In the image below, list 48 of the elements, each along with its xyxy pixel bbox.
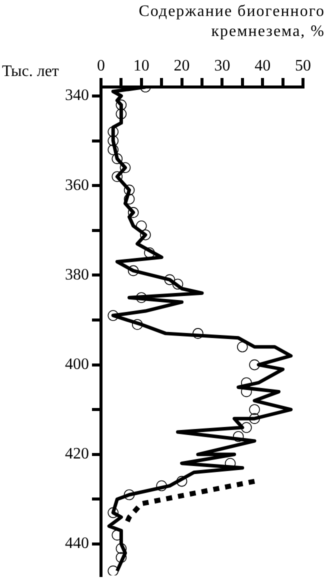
point	[124, 489, 135, 500]
point	[232, 431, 244, 442]
point	[249, 413, 260, 424]
x-tick-label: 20	[174, 58, 190, 75]
point	[140, 229, 151, 240]
point	[192, 328, 204, 339]
point	[116, 552, 127, 563]
x-tick-label: 40	[254, 58, 271, 75]
point	[132, 319, 143, 330]
point	[112, 171, 123, 182]
point	[120, 162, 131, 174]
point	[124, 194, 135, 204]
point	[116, 100, 127, 110]
point	[249, 404, 260, 416]
point	[116, 543, 127, 554]
x-tick-label: 50	[295, 58, 311, 75]
point	[108, 310, 119, 321]
x-tick-label: 10	[133, 58, 150, 75]
point	[176, 476, 188, 487]
point	[136, 220, 147, 232]
y-tick-label: 440	[65, 535, 89, 552]
y-tick-label: 360	[65, 176, 89, 194]
point	[128, 207, 139, 218]
point	[112, 153, 123, 164]
point	[136, 292, 147, 303]
point	[172, 278, 184, 290]
point	[124, 184, 135, 196]
y-tick-label: 380	[65, 266, 89, 284]
point	[116, 108, 127, 120]
y-axis-title: Тыс. лет	[2, 63, 59, 81]
x-tick-label: 30	[214, 58, 230, 75]
point	[108, 507, 119, 518]
x-tick-label: 0	[97, 58, 105, 75]
point	[108, 126, 119, 138]
y-tick-label: 340	[65, 87, 89, 104]
point	[249, 359, 260, 370]
point	[164, 274, 176, 286]
point	[108, 144, 119, 156]
point	[156, 480, 167, 492]
y-tick-label: 400	[65, 356, 89, 374]
x-axis-title: Содержание биогенного кремнезема, %	[138, 2, 325, 42]
point	[128, 265, 139, 276]
point	[108, 566, 119, 576]
point	[241, 422, 252, 433]
y-tick-label: 420	[65, 446, 89, 463]
point	[144, 247, 155, 258]
point	[237, 341, 248, 352]
point	[108, 135, 119, 146]
